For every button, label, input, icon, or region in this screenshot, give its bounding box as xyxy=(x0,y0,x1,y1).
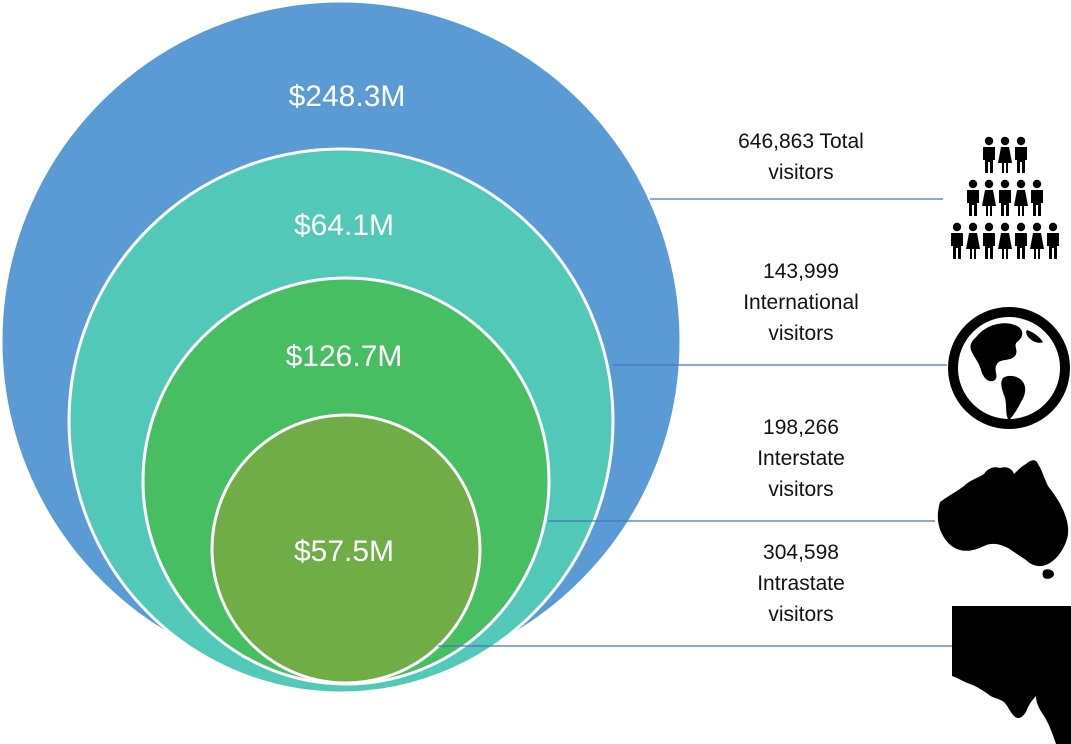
person-figure xyxy=(967,179,979,216)
person-figure xyxy=(1047,222,1059,259)
value-label-intrastate: $57.5M xyxy=(294,535,394,568)
caption-total-line-2: visitors xyxy=(768,161,834,184)
person-figure xyxy=(999,179,1011,216)
caption-international: 143,999 International visitors xyxy=(706,256,896,349)
person-figure xyxy=(998,222,1012,259)
caption-intrastate: 304,598 Intrastate visitors xyxy=(706,537,896,630)
bubble-intrastate xyxy=(210,413,482,685)
caption-total-line-1: 646,863 Total xyxy=(738,130,864,153)
caption-international-line-1: 143,999 xyxy=(763,260,839,283)
caption-interstate: 198,266 Interstate visitors xyxy=(706,412,896,505)
caption-intrastate-line-1: 304,598 xyxy=(763,541,839,564)
caption-intrastate-line-3: visitors xyxy=(768,603,834,626)
value-label-interstate: $126.7M xyxy=(286,340,403,373)
person-figure xyxy=(998,136,1012,173)
person-figure xyxy=(1030,222,1044,259)
person-figure xyxy=(1015,222,1027,259)
value-label-total: $248.3M xyxy=(289,80,406,113)
people-group-icon xyxy=(951,136,1059,259)
globe-icon xyxy=(948,307,1070,429)
person-figure xyxy=(951,222,963,259)
person-figure xyxy=(966,222,980,259)
caption-interstate-line-3: visitors xyxy=(768,478,834,501)
person-figure xyxy=(1014,179,1028,216)
caption-international-line-2: International xyxy=(743,291,859,314)
caption-interstate-line-1: 198,266 xyxy=(763,416,839,439)
caption-total: 646,863 Total visitors xyxy=(706,126,896,188)
person-figure xyxy=(982,179,996,216)
value-label-international: $64.1M xyxy=(294,209,394,242)
caption-intrastate-line-2: Intrastate xyxy=(757,572,845,595)
state-map-icon xyxy=(952,606,1071,744)
person-figure xyxy=(1031,179,1043,216)
person-figure xyxy=(1015,136,1027,173)
caption-international-line-3: visitors xyxy=(768,322,834,345)
australia-map-icon xyxy=(937,460,1069,579)
person-figure xyxy=(983,136,995,173)
caption-interstate-line-2: Interstate xyxy=(757,447,845,470)
person-figure xyxy=(983,222,995,259)
